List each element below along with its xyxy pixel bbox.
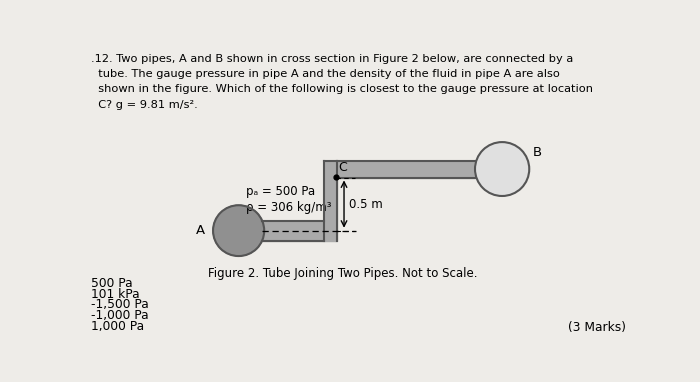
Bar: [262, 221, 324, 241]
Text: A: A: [196, 224, 205, 237]
Text: ρ = 306 kg/m³: ρ = 306 kg/m³: [246, 201, 332, 214]
Bar: [337, 160, 475, 178]
Text: (3 Marks): (3 Marks): [568, 321, 626, 334]
Text: C: C: [339, 162, 347, 175]
Text: 101 kPa: 101 kPa: [90, 288, 139, 301]
Text: C? g = 9.81 m/s².: C? g = 9.81 m/s².: [90, 100, 197, 110]
Text: 0.5 m: 0.5 m: [349, 197, 383, 210]
Text: Figure 2. Tube Joining Two Pipes. Not to Scale.: Figure 2. Tube Joining Two Pipes. Not to…: [208, 267, 477, 280]
Text: 1,000 Pa: 1,000 Pa: [90, 320, 144, 333]
Circle shape: [475, 142, 529, 196]
Text: -1,500 Pa: -1,500 Pa: [90, 298, 148, 311]
Text: tube. The gauge pressure in pipe A and the density of the fluid in pipe A are al: tube. The gauge pressure in pipe A and t…: [90, 69, 559, 79]
Circle shape: [213, 205, 264, 256]
Text: shown in the figure. Which of the following is closest to the gauge pressure at : shown in the figure. Which of the follow…: [90, 84, 593, 94]
Text: 500 Pa: 500 Pa: [90, 277, 132, 290]
Text: -1,000 Pa: -1,000 Pa: [90, 309, 148, 322]
Text: .12. Two pipes, A and B shown in cross section in Figure 2 below, are connected : .12. Two pipes, A and B shown in cross s…: [90, 53, 573, 63]
Text: pₐ = 500 Pa: pₐ = 500 Pa: [246, 185, 316, 198]
Text: B: B: [532, 146, 542, 159]
Bar: [324, 160, 337, 241]
